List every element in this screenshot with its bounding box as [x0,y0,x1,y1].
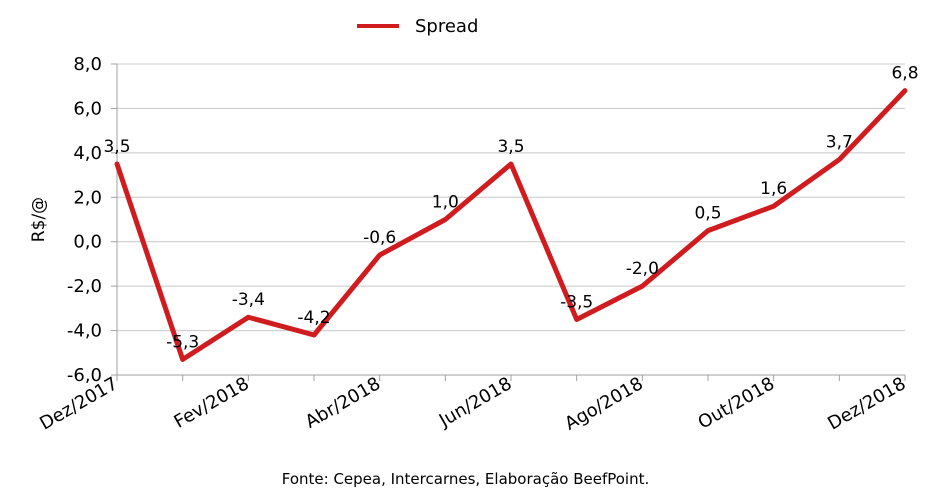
data-label: 3,7 [826,133,853,153]
data-label: -4,2 [297,308,330,328]
data-label: -3,4 [232,290,265,310]
legend: Spread [357,12,478,40]
data-label: 1,0 [432,193,459,213]
y-axis-label: R$/@ [29,197,49,242]
data-labels: 3,5 -5,3 -3,4 -4,2 -0,6 1,0 3,5 -3,5 -2,0 0,5 1,6 3… [103,64,918,353]
data-label: 1,6 [760,179,787,199]
y-tick-label: -2,0 [67,276,102,297]
y-tick-label: -6,0 [67,365,102,386]
legend-label-spread: Spread [415,15,479,37]
y-tick-label: 8,0 [73,54,102,75]
y-tick-label: 4,0 [73,143,102,164]
x-tick-label: Out/2018 [694,373,778,433]
legend-swatch-spread [357,24,399,28]
data-label: 3,5 [103,137,130,157]
x-tick-label: Ago/2018 [561,373,647,434]
y-tick-label: 6,0 [73,98,102,119]
data-label: -5,3 [166,332,199,352]
series-layer [114,88,908,362]
x-axis-ticks: Dez/2017 Fev/2018 Abr/2018 Jun/2018 Ago/2018… [36,373,909,434]
x-tick-label: Fev/2018 [170,373,252,433]
data-label: -0,6 [363,228,396,248]
y-tick-label: 0,0 [73,232,102,253]
data-label: -3,5 [560,292,593,312]
data-label: 0,5 [694,204,721,224]
y-axis-ticks: 8,0 6,0 4,0 2,0 0,0 -2,0 -4,0 -6,0 [67,54,117,386]
x-tick-label: Dez/2018 [824,373,909,434]
series-line-spread [114,88,908,362]
x-tick-label: Abr/2018 [302,373,384,433]
x-tick-label: Jun/2018 [435,373,516,432]
y-tick-label: 2,0 [73,187,102,208]
data-label: 3,5 [497,137,524,157]
y-tick-label: -4,0 [67,321,102,342]
data-label: -2,0 [626,259,659,279]
source-note: Fonte: Cepea, Intercarnes, Elaboração Be… [281,470,650,488]
data-label: 6,8 [891,64,918,84]
